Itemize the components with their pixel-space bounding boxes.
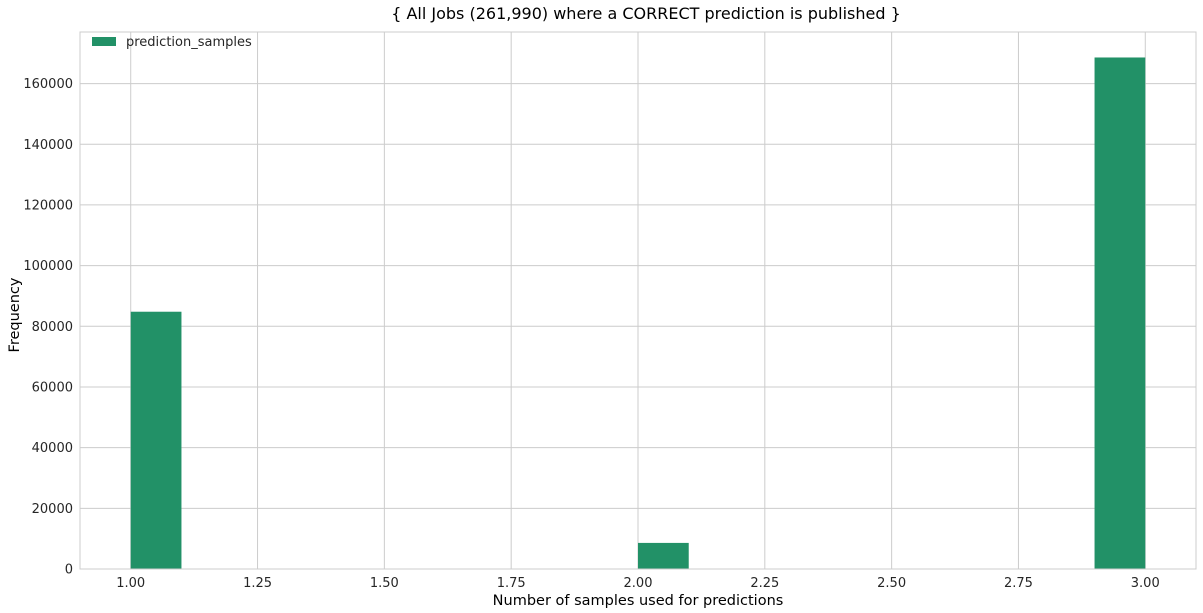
x-tick-label: 1.50 xyxy=(370,576,399,591)
y-tick-label: 160000 xyxy=(23,77,73,92)
x-tick-label: 1.25 xyxy=(243,576,272,591)
legend: prediction_samples xyxy=(92,35,252,50)
y-tick-label: 20000 xyxy=(32,502,73,517)
histogram-bar xyxy=(1094,57,1146,570)
x-axis-label: Number of samples used for predictions xyxy=(493,593,784,609)
x-tick-label: 3.00 xyxy=(1131,576,1160,591)
x-tick-label: 2.50 xyxy=(877,576,906,591)
y-tick-labels: 0 20000 40000 60000 80000 100000 120000 140000 1… xyxy=(23,77,73,577)
x-tick-label: 2.00 xyxy=(624,576,653,591)
chart-title: { All Jobs (261,990) where a CORRECT pre… xyxy=(391,4,901,23)
legend-swatch xyxy=(92,37,116,46)
x-tick-label: 1.75 xyxy=(497,576,526,591)
x-tick-label: 2.75 xyxy=(1004,576,1033,591)
y-tick-label: 40000 xyxy=(32,441,73,456)
x-gridlines xyxy=(130,32,1146,569)
y-tick-label: 140000 xyxy=(23,138,73,153)
y-tick-label: 80000 xyxy=(32,320,73,335)
histogram-bar xyxy=(130,311,182,569)
legend-label: prediction_samples xyxy=(126,35,252,50)
y-tick-label: 120000 xyxy=(23,198,73,213)
x-tick-labels: 1.00 1.25 1.50 1.75 2.00 2.25 2.50 2.75 3.00 xyxy=(116,576,1159,591)
y-tick-label: 100000 xyxy=(23,259,73,274)
y-axis-label: Frequency xyxy=(7,277,23,352)
x-tick-label: 2.25 xyxy=(750,576,779,591)
histogram-bar xyxy=(638,542,689,569)
plot-frame xyxy=(79,31,1197,570)
y-tick-label: 0 xyxy=(65,563,73,578)
x-tick-label: 1.00 xyxy=(116,576,145,591)
y-tick-label: 60000 xyxy=(32,380,73,395)
histogram-bars xyxy=(130,57,1146,570)
